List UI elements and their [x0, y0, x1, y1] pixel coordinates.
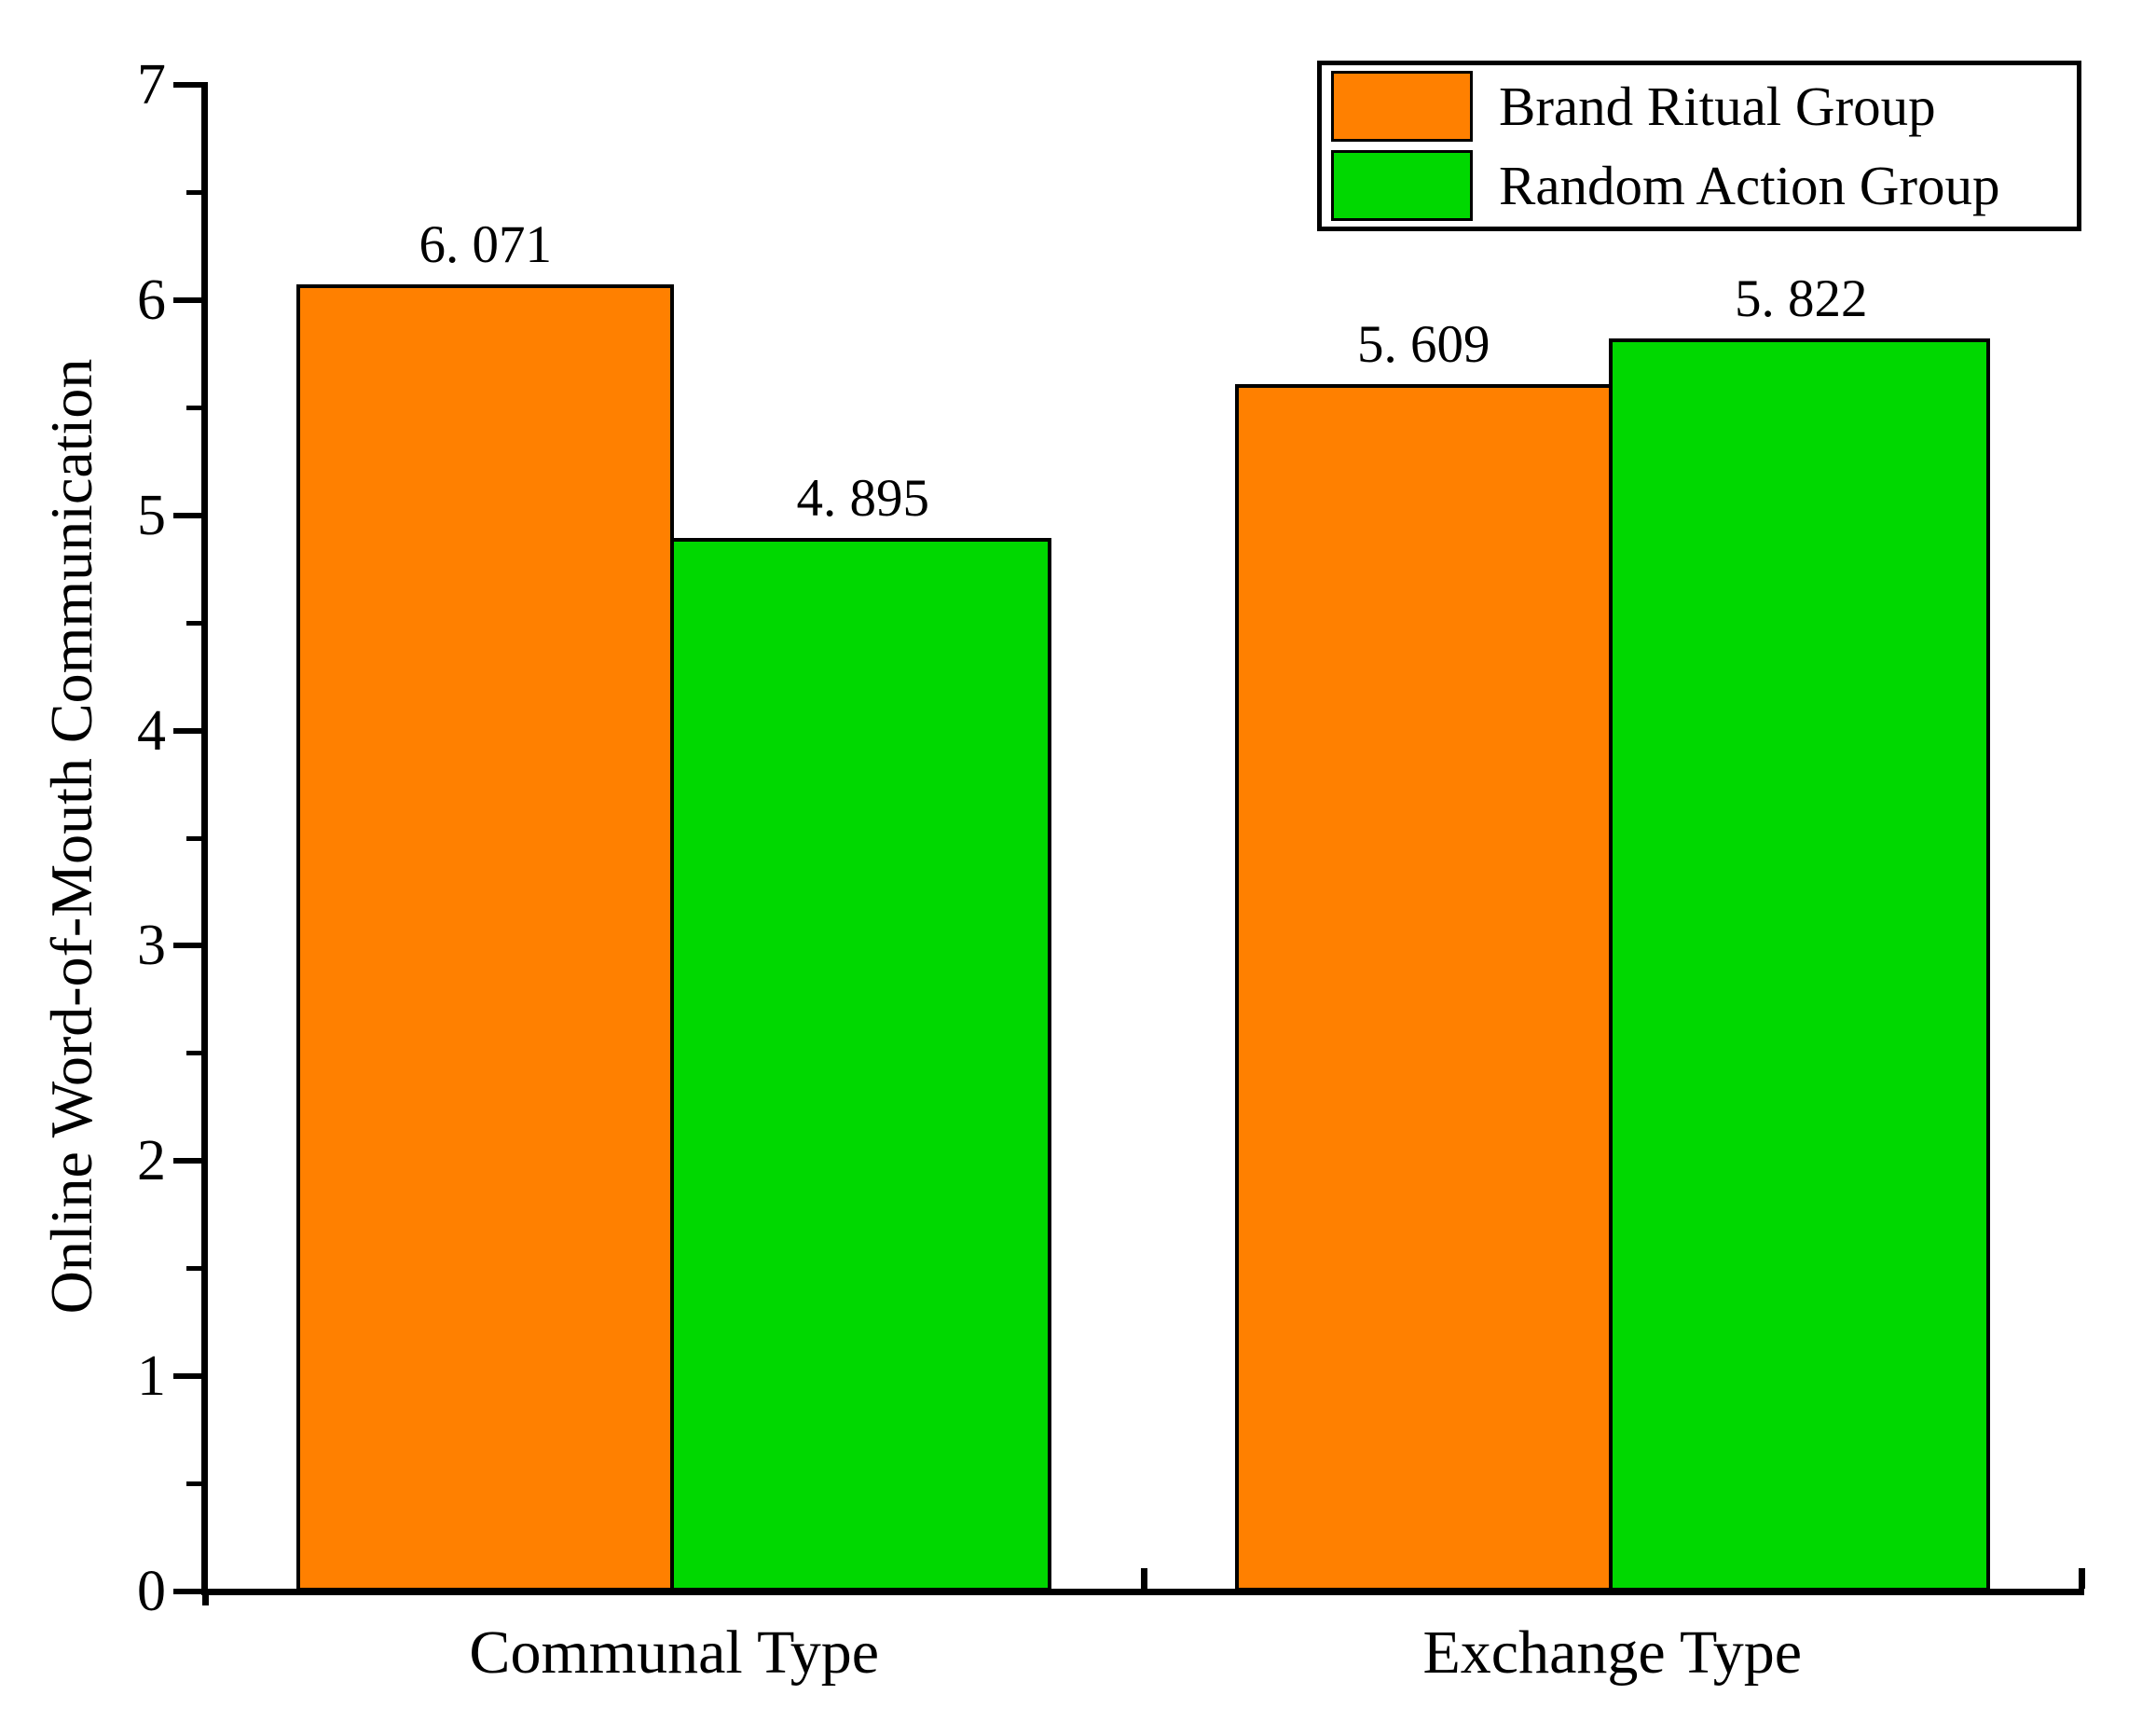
x-axis-line	[201, 1589, 2084, 1595]
legend-label: Random Action Group	[1499, 155, 2000, 216]
y-minor-tick	[186, 620, 205, 626]
y-tick-label: 1	[137, 1344, 166, 1409]
x-axis-tick	[202, 1594, 209, 1605]
y-tick-label: 5	[137, 483, 166, 547]
bar-value-label: 6. 071	[419, 215, 553, 274]
y-minor-tick	[186, 405, 205, 410]
y-minor-tick	[186, 835, 205, 841]
bar-random-action-group	[670, 538, 1052, 1591]
legend-label: Brand Ritual Group	[1499, 76, 1936, 137]
y-major-tick	[173, 1589, 205, 1594]
y-major-tick	[173, 1373, 205, 1380]
bar-value-label: 5. 609	[1357, 315, 1490, 374]
y-tick-label: 0	[137, 1560, 166, 1623]
y-major-tick	[173, 943, 205, 949]
y-major-tick	[173, 296, 205, 303]
y-tick-label: 7	[137, 53, 166, 117]
y-minor-tick	[186, 1051, 205, 1056]
bar-value-label: 5. 822	[1735, 269, 1868, 328]
legend-swatch-icon	[1331, 71, 1473, 142]
bar-brand-ritual-group	[1234, 384, 1613, 1591]
y-major-tick	[173, 82, 205, 88]
y-minor-tick	[186, 1266, 205, 1272]
x-category-label: Communal Type	[469, 1619, 880, 1687]
x-category-label: Exchange Type	[1422, 1619, 1803, 1687]
y-tick-label: 2	[137, 1129, 166, 1193]
y-minor-tick	[186, 189, 205, 195]
x-axis-tick	[1140, 1568, 1147, 1589]
legend-row: Brand Ritual Group	[1331, 68, 2077, 145]
legend-swatch-icon	[1331, 150, 1473, 221]
legend-row: Random Action Group	[1331, 147, 2077, 224]
y-major-tick	[173, 1158, 205, 1164]
y-tick-label: 4	[137, 698, 166, 763]
y-tick-label: 6	[137, 268, 166, 332]
y-major-tick	[173, 727, 205, 734]
y-tick-label: 3	[137, 914, 166, 978]
y-minor-tick	[186, 1481, 205, 1487]
bar-value-label: 4. 895	[796, 469, 930, 528]
x-axis-tick	[2079, 1568, 2085, 1589]
bar-random-action-group	[1608, 338, 1990, 1591]
bar-brand-ritual-group	[296, 284, 675, 1591]
legend: Brand Ritual Group Random Action Group	[1317, 61, 2081, 231]
y-major-tick	[173, 512, 205, 518]
